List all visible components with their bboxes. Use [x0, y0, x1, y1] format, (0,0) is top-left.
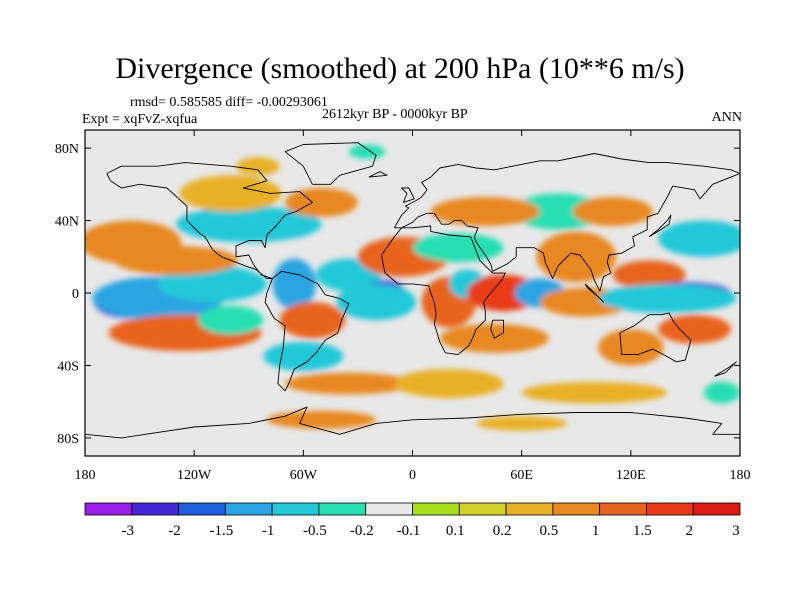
colorbar-swatch [552, 502, 601, 516]
season-text: ANN [711, 110, 742, 125]
x-tick-label: 120W [177, 468, 212, 483]
y-tick-label: 80N [55, 142, 79, 157]
stats-text: rmsd= 0.585585 diff= -0.00293061 [130, 95, 328, 110]
divergence-region-5 [85, 220, 182, 265]
colorbar-label: -0.2 [350, 523, 374, 539]
divergence-contours [85, 144, 740, 431]
colorbar-label: 0.2 [493, 523, 512, 539]
colorbar-swatch [318, 502, 367, 516]
colorbar-swatch [131, 502, 179, 516]
coastline-13 [714, 361, 737, 377]
map-field [85, 130, 740, 456]
x-tick-label: 60E [510, 468, 533, 483]
x-tick-label: 180 [75, 468, 96, 483]
colorbar-label: 0.1 [446, 523, 465, 539]
coastline-7 [85, 406, 740, 439]
experiment-text: Expt = xqFvZ-xqfua [82, 112, 198, 127]
x-tick-label: 120E [616, 468, 646, 483]
y-tick-label: 40N [55, 215, 79, 230]
divergence-region-13 [263, 341, 344, 371]
period-text: 2612kyr BP - 0000kyr BP [322, 107, 468, 122]
divergence-region-7 [197, 305, 264, 335]
divergence-region-38 [266, 410, 377, 429]
divergence-region-35 [285, 372, 413, 395]
divergence-region-39 [476, 416, 568, 431]
y-tick-label: 80S [57, 432, 79, 447]
divergence-region-27 [430, 197, 540, 226]
colorbar-swatch [458, 502, 507, 516]
colorbar-label: -0.1 [397, 523, 421, 539]
divergence-region-41 [236, 157, 280, 176]
divergence-region-32 [658, 314, 731, 344]
colorbar-swatch [692, 502, 741, 516]
divergence-region-11 [272, 258, 317, 310]
x-tick-label: 180 [730, 468, 751, 483]
colorbar-label: 2 [685, 523, 693, 539]
divergence-region-36 [394, 369, 504, 399]
colorbar-label: 0.5 [539, 523, 558, 539]
colorbar-label: -1.5 [209, 523, 233, 539]
divergence-region-12 [279, 302, 346, 339]
divergence-region-16 [336, 283, 417, 321]
coastline-2 [264, 270, 350, 392]
coastline-8 [490, 319, 504, 339]
divergence-region-24 [536, 231, 617, 283]
coastline-10 [648, 214, 672, 238]
y-tick-label: 0 [72, 287, 79, 302]
chart-title: Divergence (smoothed) at 200 hPa (10**6 … [115, 52, 685, 85]
x-tick-label: 0 [409, 468, 416, 483]
divergence-region-28 [612, 260, 686, 290]
colorbar-swatch [365, 502, 413, 516]
coastline-9 [584, 283, 604, 303]
colorbar-swatch [271, 502, 320, 516]
coastline-1 [106, 162, 313, 279]
divergence-region-34 [572, 197, 653, 226]
colorbar-label: 3 [732, 523, 740, 539]
coastline-5 [619, 312, 692, 363]
divergence-region-42 [703, 381, 740, 404]
x-tick-label: 60W [290, 468, 318, 483]
divergence-region-26 [512, 193, 604, 230]
coastline-12 [368, 171, 388, 178]
colorbar-swatch [178, 502, 226, 516]
colorbar-label: 1 [592, 523, 600, 539]
divergence-region-18 [412, 233, 504, 263]
colorbar-label: -0.5 [303, 523, 327, 539]
divergence-region-40 [348, 144, 386, 159]
divergence-region-33 [658, 220, 740, 257]
colorbar-swatch [412, 502, 460, 516]
coastline-3 [393, 153, 740, 292]
divergence-region-37 [521, 381, 668, 404]
coastline-4 [381, 225, 506, 356]
divergence-region-31 [598, 329, 664, 366]
coastlines [85, 142, 740, 439]
colorbar-swatch [599, 502, 647, 516]
colorbar-swatch [84, 502, 133, 516]
colorbar-label: 1.5 [633, 523, 652, 539]
colorbar-swatch [505, 502, 554, 516]
coastline-11 [401, 187, 415, 203]
divergence-region-30 [598, 283, 737, 313]
colorbar: -3 -2 -1.5 -1 -0.5 -0.2 -0.1 0.1 0.2 0.5 1 1.5 2 3 [84, 502, 741, 539]
colorbar-label: -2 [168, 523, 181, 539]
colorbar-label: -3 [122, 523, 135, 539]
divergence-region-3 [157, 265, 267, 303]
y-tick-label: 40S [57, 359, 79, 374]
axes: 180 120W 60W 0 60E 120E 180 80N 40N 0 40S 80S [55, 130, 751, 483]
colorbar-swatch [646, 502, 694, 516]
colorbar-swatch [224, 502, 273, 516]
colorbar-label: -1 [262, 523, 275, 539]
divergence-region-10 [285, 187, 358, 217]
coastline-6 [284, 142, 377, 185]
